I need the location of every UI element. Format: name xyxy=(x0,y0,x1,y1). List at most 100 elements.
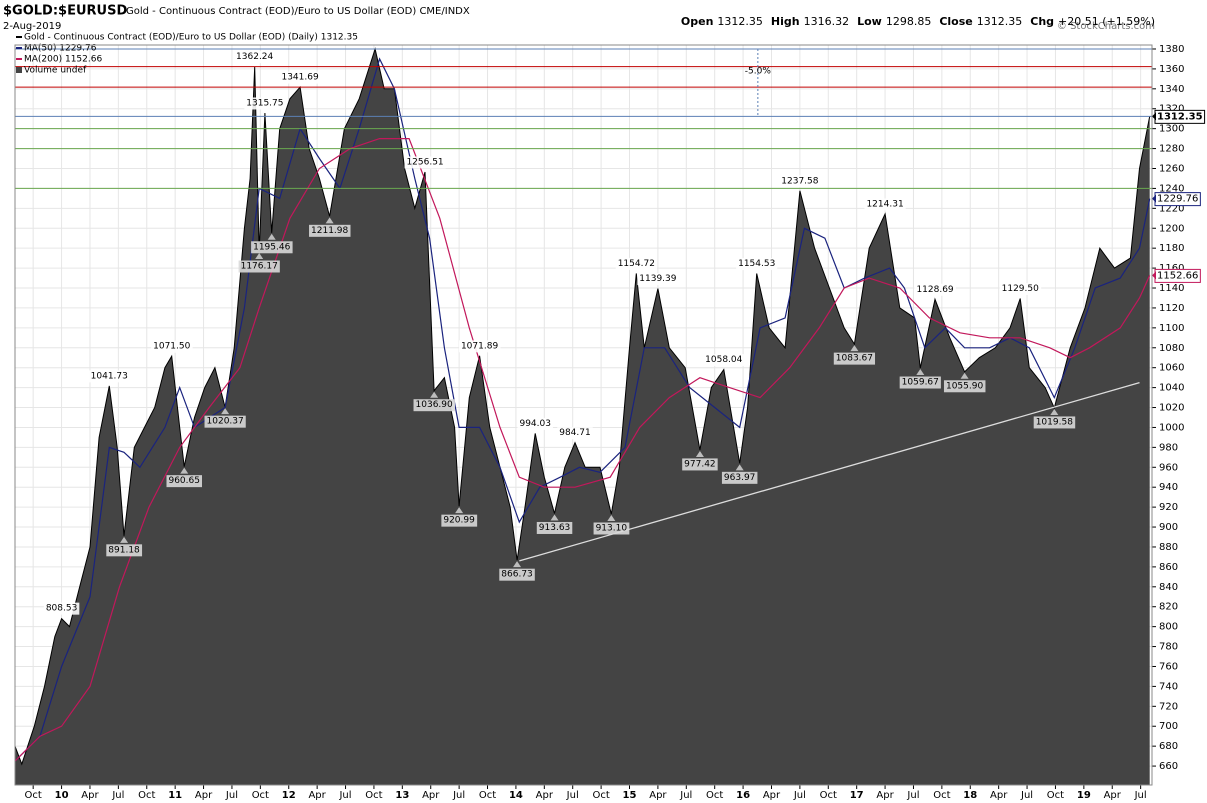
annotation-label: 1083.67 xyxy=(836,354,873,364)
annotation-pointer xyxy=(960,372,969,379)
x-tick-label: 11 xyxy=(168,790,182,801)
y-tick-label: 740 xyxy=(1159,681,1178,692)
annotation-box xyxy=(779,175,821,188)
y-tick-label: 1340 xyxy=(1159,84,1184,95)
annotation-box xyxy=(637,273,679,286)
x-tick-label: Oct xyxy=(252,790,269,801)
annotation-label: 1237.58 xyxy=(781,176,818,186)
y-tick-label: 1160 xyxy=(1159,263,1184,274)
x-tick-label: 17 xyxy=(850,790,864,801)
y-tick-label: 1300 xyxy=(1159,124,1184,135)
y-tick-label: 780 xyxy=(1159,642,1178,653)
y-tick-label: 1280 xyxy=(1159,144,1184,155)
x-tick-label: Oct xyxy=(820,790,837,801)
x-tick-label: Jul xyxy=(566,790,579,801)
annotation-box xyxy=(721,471,758,484)
x-tick-label: Apr xyxy=(876,790,894,801)
x-tick-label: Oct xyxy=(933,790,950,801)
x-tick-label: Jul xyxy=(1020,790,1033,801)
annotation-box xyxy=(899,376,941,389)
annotation-pointer xyxy=(255,252,264,259)
annotation-label: 1041.73 xyxy=(91,371,128,381)
y-tick-label: 1060 xyxy=(1159,363,1184,374)
x-tick-label: 10 xyxy=(55,790,69,801)
y-tick-label: 900 xyxy=(1159,522,1178,533)
y-tick-label: 760 xyxy=(1159,661,1178,672)
annotation-box xyxy=(703,354,745,367)
x-tick-label: 12 xyxy=(282,790,296,801)
last-value-label: 1312.35 xyxy=(1157,111,1203,122)
y-tick-label: 860 xyxy=(1159,562,1178,573)
legend-label: MA(50) 1229.76 xyxy=(24,44,97,54)
ma-line xyxy=(14,138,1151,762)
annotation-pointer xyxy=(267,233,276,240)
last-value-label: 1152.66 xyxy=(1157,270,1198,281)
x-tick-label: Apr xyxy=(81,790,99,801)
annotation-pointer xyxy=(550,514,559,521)
x-tick-label: Apr xyxy=(195,790,213,801)
legend-label: MA(200) 1152.66 xyxy=(24,55,102,65)
legend-swatch xyxy=(16,36,22,38)
y-tick-label: 700 xyxy=(1159,721,1178,732)
y-tick-label: 1320 xyxy=(1159,104,1184,115)
annotation-label: 808.53 xyxy=(46,604,78,614)
y-tick-label: 1080 xyxy=(1159,343,1184,354)
x-tick-label: Apr xyxy=(536,790,554,801)
annotation-pointer xyxy=(221,408,230,415)
annotation-label: 984.71 xyxy=(559,428,591,438)
annotation-box xyxy=(404,156,446,169)
x-tick-label: Jul xyxy=(338,790,351,801)
x-tick-label: Apr xyxy=(990,790,1008,801)
annotation-box xyxy=(106,544,143,557)
annotation-box xyxy=(309,224,351,237)
quote-value: +20.51 (+1.59%) xyxy=(1058,15,1155,28)
annotation-label: 913.10 xyxy=(596,523,628,533)
legend-swatch xyxy=(16,58,22,60)
annotation-label: 1256.51 xyxy=(406,157,443,167)
y-tick-label: 1120 xyxy=(1159,303,1184,314)
x-tick-label: Oct xyxy=(25,790,42,801)
price-area xyxy=(15,49,1150,785)
annotation-label: 1020.37 xyxy=(207,417,244,427)
x-tick-label: 18 xyxy=(963,790,977,801)
x-tick-label: Jul xyxy=(111,790,124,801)
last-value-pointer xyxy=(1152,112,1156,121)
y-tick-label: 1140 xyxy=(1159,283,1184,294)
quote-value: 1312.35 xyxy=(717,15,763,28)
x-tick-label: Oct xyxy=(706,790,723,801)
annotation-pointer xyxy=(120,536,129,543)
annotation-box xyxy=(238,260,280,273)
annotation-box xyxy=(441,514,478,527)
y-tick-label: 880 xyxy=(1159,542,1178,553)
y-tick-label: 1220 xyxy=(1159,203,1184,214)
y-tick-label: 1020 xyxy=(1159,403,1184,414)
annotation-label: 1058.04 xyxy=(705,355,742,365)
y-tick-label: 960 xyxy=(1159,462,1178,473)
x-tick-label: 19 xyxy=(1077,790,1091,801)
y-tick-label: 1260 xyxy=(1159,163,1184,174)
annotation-label: 960.65 xyxy=(168,476,200,486)
x-tick-label: Jul xyxy=(906,790,919,801)
y-tick-label: 1380 xyxy=(1159,44,1184,55)
x-tick-label: Oct xyxy=(138,790,155,801)
annotation-pointer xyxy=(695,450,704,457)
x-tick-label: Apr xyxy=(422,790,440,801)
last-value-label: 1229.76 xyxy=(1157,194,1198,205)
plot-frame xyxy=(14,44,1153,786)
legend-label: Gold - Continuous Contract (EOD)/Euro to… xyxy=(24,33,358,43)
annotation-pointer xyxy=(607,514,616,521)
annotation-box xyxy=(557,427,593,440)
annotation-pointer xyxy=(455,507,464,514)
y-tick-label: 820 xyxy=(1159,602,1178,613)
annotation-box xyxy=(736,258,778,271)
x-tick-label: Jul xyxy=(225,790,238,801)
chart-date: 2-Aug-2019 xyxy=(3,21,61,32)
annotation-box xyxy=(88,370,130,383)
annotation-pointer xyxy=(325,217,334,224)
quote-label: High xyxy=(771,15,800,28)
chart-title: $GOLD:$EURUSD xyxy=(3,4,127,19)
annotation-box xyxy=(43,602,80,615)
annotation-box xyxy=(833,352,876,365)
y-tick-label: 800 xyxy=(1159,622,1178,633)
y-tick-label: 940 xyxy=(1159,482,1178,493)
